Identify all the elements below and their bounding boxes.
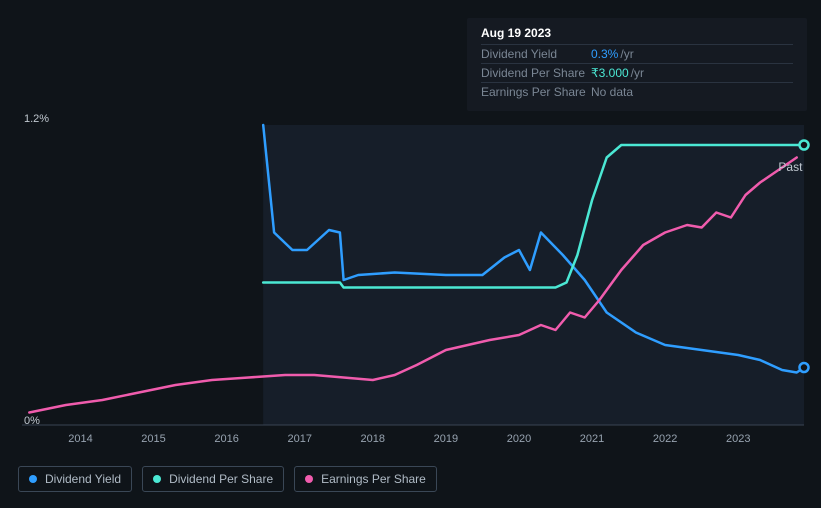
tooltip-row-dividend-yield: Dividend Yield 0.3%/yr	[481, 44, 793, 63]
legend-dot	[305, 475, 313, 483]
past-label: Past	[778, 160, 802, 174]
x-axis-label: 2015	[141, 433, 165, 445]
tooltip-row-earnings-per-share: Earnings Per Share No data	[481, 82, 793, 101]
legend-label: Dividend Per Share	[169, 472, 273, 486]
tooltip-row-dividend-per-share: Dividend Per Share ₹3.000/yr	[481, 63, 793, 82]
y-axis-label: 0%	[24, 415, 40, 427]
tooltip-label: Dividend Per Share	[481, 66, 591, 80]
chart-legend: Dividend Yield Dividend Per Share Earnin…	[18, 466, 437, 492]
chart-svg	[0, 100, 821, 460]
chart-tooltip: Aug 19 2023 Dividend Yield 0.3%/yr Divid…	[467, 18, 807, 111]
x-axis-label: 2022	[653, 433, 677, 445]
tooltip-label: Earnings Per Share	[481, 85, 591, 99]
legend-dot	[153, 475, 161, 483]
legend-label: Earnings Per Share	[321, 472, 426, 486]
tooltip-date: Aug 19 2023	[481, 26, 793, 44]
legend-item-dividend-yield[interactable]: Dividend Yield	[18, 466, 132, 492]
x-axis-label: 2014	[68, 433, 92, 445]
x-axis-label: 2023	[726, 433, 750, 445]
x-axis-label: 2019	[434, 433, 458, 445]
x-axis-label: 2021	[580, 433, 604, 445]
legend-label: Dividend Yield	[45, 472, 121, 486]
legend-item-dividend-per-share[interactable]: Dividend Per Share	[142, 466, 284, 492]
y-axis-label: 1.2%	[24, 113, 49, 125]
legend-dot	[29, 475, 37, 483]
x-axis-label: 2020	[507, 433, 531, 445]
tooltip-value: 0.3%/yr	[591, 47, 793, 61]
tooltip-value: No data	[591, 85, 793, 99]
tooltip-value: ₹3.000/yr	[591, 66, 793, 80]
x-axis-label: 2018	[361, 433, 385, 445]
legend-item-earnings-per-share[interactable]: Earnings Per Share	[294, 466, 437, 492]
tooltip-label: Dividend Yield	[481, 47, 591, 61]
x-axis-label: 2016	[214, 433, 238, 445]
x-axis-label: 2017	[287, 433, 311, 445]
line-chart[interactable]: 1.2% 0% 2014 2015 2016 2017 2018 2019 2020 2021 20…	[0, 100, 821, 460]
